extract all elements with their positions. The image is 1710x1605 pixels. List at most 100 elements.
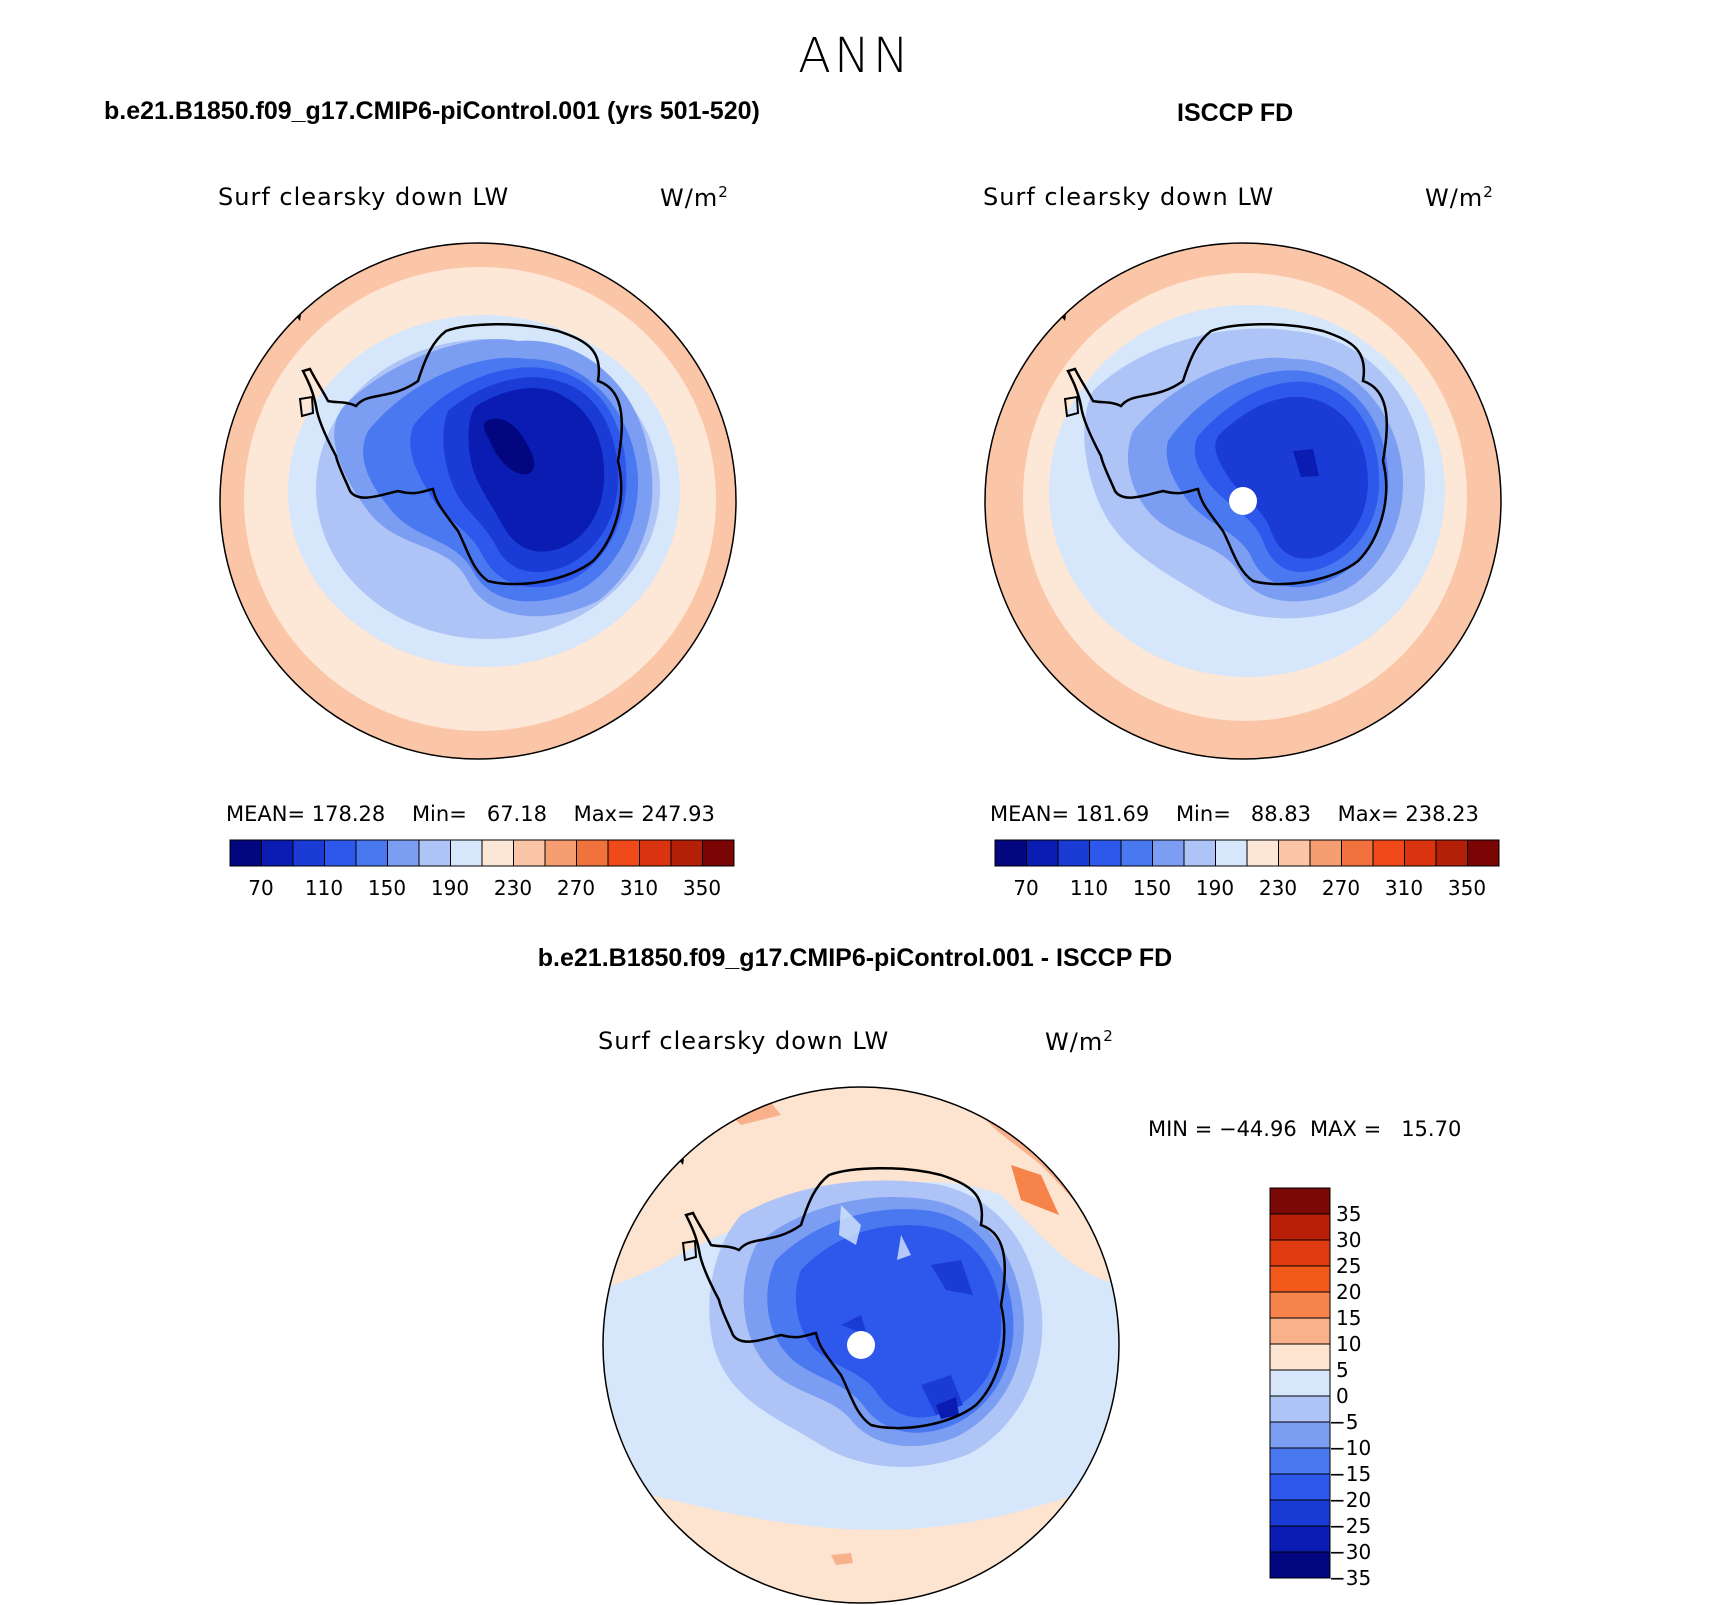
- colorbar-swatch: [702, 839, 735, 867]
- colorbar-swatch: [1057, 839, 1090, 867]
- colorbar-swatch: [670, 839, 703, 867]
- colorbar-swatch: [1467, 839, 1500, 867]
- colorbar-swatch: [1269, 1421, 1331, 1449]
- colorbar-swatch: [1404, 839, 1437, 867]
- colorbar-swatch: [1183, 839, 1216, 867]
- panel2-units-label: W/m2: [1425, 183, 1494, 212]
- panel3-tick: 5: [1336, 1358, 1349, 1382]
- colorbar-swatch: [544, 839, 577, 867]
- panel1-tick: 270: [556, 876, 596, 900]
- panel3-min-max: MIN = −44.96 MAX = 15.70: [1148, 1117, 1462, 1141]
- panel1-peninsula-detail: [298, 395, 315, 418]
- panel3-tick: 30: [1336, 1228, 1362, 1252]
- panel2-map-border: [984, 242, 1502, 760]
- panel3-field-streaks: [839, 1205, 911, 1260]
- colorbar-swatch: [1269, 1317, 1331, 1345]
- panel3-field-pos10-c: [831, 1553, 853, 1565]
- panel3-tick: −25: [1329, 1514, 1372, 1538]
- panel1-colorbar: [229, 839, 735, 867]
- colorbar-swatch: [1215, 839, 1248, 867]
- panel1-stats: MEAN= 178.28 Min= 67.18 Max= 247.93: [226, 802, 715, 826]
- panel2-ring-110: [1215, 396, 1368, 559]
- colorbar-swatch: [513, 839, 546, 867]
- panel2-tick: 190: [1195, 876, 1235, 900]
- panel2-tick: 110: [1069, 876, 1109, 900]
- colorbar-swatch: [1152, 839, 1185, 867]
- panel3-case-title: b.e21.B1850.f09_g17.CMIP6-piControl.001 …: [537, 944, 1173, 972]
- panel1-tick: 350: [682, 876, 722, 900]
- panel1-tick: 190: [430, 876, 470, 900]
- panel3-variable-label: Surf clearsky down LW: [598, 1027, 890, 1055]
- colorbar-swatch: [1372, 839, 1405, 867]
- panel3-tick: −35: [1329, 1566, 1372, 1590]
- colorbar-swatch: [1269, 1187, 1331, 1215]
- panel1-tick: 310: [619, 876, 659, 900]
- colorbar-swatch: [1269, 1291, 1331, 1319]
- panel1-tick: 230: [493, 876, 533, 900]
- panel3-tick: 25: [1336, 1254, 1362, 1278]
- panel1-colorbar-ticks: 70 110 150 190 230 270 310 350: [230, 876, 734, 902]
- colorbar-swatch: [1269, 1525, 1331, 1553]
- figure-title: ANN: [798, 28, 912, 84]
- colorbar-swatch: [229, 839, 262, 867]
- colorbar-swatch: [387, 839, 420, 867]
- panel1-tick: 70: [248, 876, 274, 900]
- colorbar-swatch: [1435, 839, 1468, 867]
- panel1-map-border: [219, 242, 737, 760]
- colorbar-swatch: [576, 839, 609, 867]
- panel2-variable-label: Surf clearsky down LW: [983, 183, 1275, 211]
- panel3-field-pos15: [1011, 1165, 1059, 1215]
- colorbar-swatch: [1269, 1343, 1331, 1371]
- panel2-colorbar-ticks: 70 110 150 190 230 270 310 350: [995, 876, 1499, 902]
- colorbar-swatch: [324, 839, 357, 867]
- colorbar-swatch: [607, 839, 640, 867]
- colorbar-swatch: [1269, 1213, 1331, 1241]
- panel3-tick: −20: [1329, 1488, 1372, 1512]
- panel3-tick: 0: [1336, 1384, 1349, 1408]
- panel2-pole-missing: [1229, 487, 1257, 515]
- panel2-stats: MEAN= 181.69 Min= 88.83 Max= 238.23: [990, 802, 1479, 826]
- panel3-coastline: [684, 1166, 1007, 1430]
- colorbar-swatch: [1269, 1551, 1331, 1579]
- panel3-colorbar-ticks: 35 30 25 20 15 10 5 0 −5 −10 −15 −20 −25…: [1329, 1188, 1396, 1590]
- panel2-tick: 70: [1013, 876, 1039, 900]
- panel2-colorbar: [994, 839, 1500, 867]
- colorbar-swatch: [1246, 839, 1279, 867]
- panel1-tick: 110: [304, 876, 344, 900]
- panel3-peninsula-detail: [681, 1239, 698, 1262]
- panel3-tick: −30: [1329, 1540, 1372, 1564]
- colorbar-swatch: [292, 839, 325, 867]
- colorbar-swatch: [1278, 839, 1311, 867]
- panel2-tick: 230: [1258, 876, 1298, 900]
- colorbar-swatch: [1341, 839, 1374, 867]
- panel2-peninsula-detail: [1063, 395, 1080, 418]
- colorbar-swatch: [1269, 1499, 1331, 1527]
- panel1-tick: 150: [367, 876, 407, 900]
- panel1-ring-70: [483, 418, 535, 475]
- panel3-map: [602, 1086, 1120, 1604]
- panel2-tick: 150: [1132, 876, 1172, 900]
- colorbar-swatch: [1269, 1473, 1331, 1501]
- panel1-units-label: W/m2: [660, 183, 729, 212]
- colorbar-swatch: [1309, 839, 1342, 867]
- panel2-tick: 310: [1384, 876, 1424, 900]
- colorbar-swatch: [994, 839, 1027, 867]
- colorbar-swatch: [1269, 1447, 1331, 1475]
- colorbar-swatch: [1269, 1239, 1331, 1267]
- panel3-tick: 20: [1336, 1280, 1362, 1304]
- panel2-map: [984, 242, 1502, 760]
- colorbar-swatch: [1026, 839, 1059, 867]
- colorbar-swatch: [261, 839, 294, 867]
- colorbar-swatch: [481, 839, 514, 867]
- colorbar-swatch: [639, 839, 672, 867]
- panel3-colorbar: [1269, 1187, 1331, 1579]
- panel1-variable-label: Surf clearsky down LW: [218, 183, 510, 211]
- panel2-ring-90: [1293, 449, 1319, 477]
- panel1-coastline: [301, 322, 624, 586]
- panel3-field-neg30: [841, 1260, 973, 1415]
- panel3-tick: 15: [1336, 1306, 1362, 1330]
- colorbar-swatch: [1269, 1265, 1331, 1293]
- colorbar-swatch: [450, 839, 483, 867]
- colorbar-swatch: [355, 839, 388, 867]
- colorbar-swatch: [418, 839, 451, 867]
